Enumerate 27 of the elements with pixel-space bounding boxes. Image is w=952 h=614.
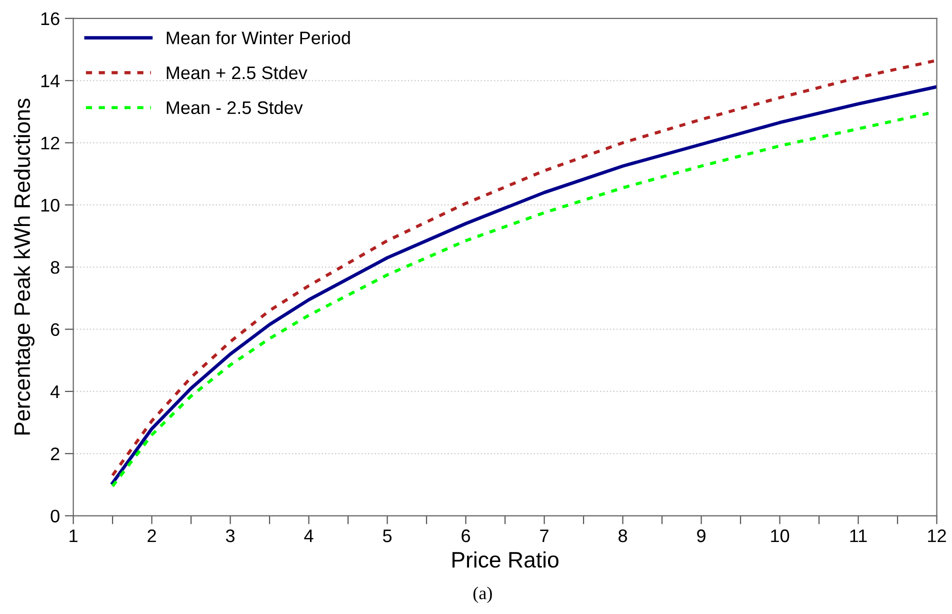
x-tick-label: 7 — [540, 530, 548, 542]
y-tick-label: 2 — [50, 448, 60, 460]
x-tick-label: 4 — [304, 530, 314, 542]
x-axis-title: Price Ratio — [452, 551, 558, 568]
x-tick-label: 5 — [382, 530, 392, 542]
y-tick-label: 0 — [50, 510, 60, 522]
x-tick-label: 9 — [697, 529, 706, 542]
y-tick-label: 6 — [50, 323, 60, 336]
x-tick-label: 12 — [928, 529, 946, 542]
legend-label: Mean + 2.5 Stdev — [166, 66, 308, 80]
x-tick-label: 1 — [70, 530, 78, 542]
text: (a) — [473, 586, 492, 603]
x-tick-label: 11 — [850, 530, 867, 542]
x-tick-label: 3 — [226, 529, 235, 542]
y-tick-label: 14 — [41, 74, 60, 88]
y-tick-label: 10 — [41, 198, 60, 212]
legend-label: Mean for Winter Period — [166, 31, 350, 44]
x-tick-label: 2 — [148, 529, 156, 542]
y-tick-label: 4 — [50, 386, 60, 398]
y-tick-label: 16 — [41, 12, 60, 26]
y-tick-label: 12 — [41, 136, 60, 150]
x-tick-label: 6 — [462, 529, 470, 542]
x-tick-label: 8 — [618, 529, 628, 542]
legend-label: Mean - 2.5 Stdev — [166, 100, 303, 114]
y-axis-title: Percentage Peak kWh Reductions — [14, 98, 34, 434]
x-tick-label: 10 — [771, 529, 790, 542]
y-tick-label: 8 — [50, 261, 60, 274]
